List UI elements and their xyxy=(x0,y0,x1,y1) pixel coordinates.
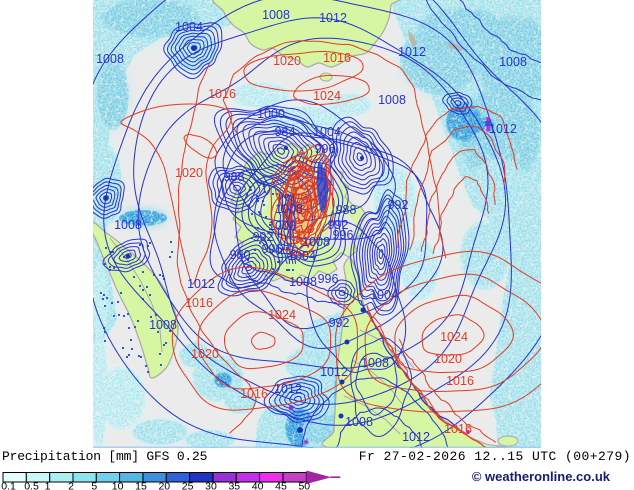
svg-text:996: 996 xyxy=(315,142,336,156)
svg-text:996: 996 xyxy=(318,272,339,286)
svg-text:50: 50 xyxy=(298,481,310,490)
svg-text:1012: 1012 xyxy=(402,430,430,444)
svg-text:1024: 1024 xyxy=(313,89,341,103)
svg-text:1020: 1020 xyxy=(434,352,462,366)
svg-text:25: 25 xyxy=(182,481,194,490)
svg-text:992: 992 xyxy=(253,230,274,244)
svg-text:996: 996 xyxy=(262,242,283,256)
svg-text:1004: 1004 xyxy=(175,20,203,34)
svg-text:1000: 1000 xyxy=(268,219,296,233)
svg-text:1020: 1020 xyxy=(191,347,219,361)
svg-text:1008: 1008 xyxy=(275,202,303,216)
svg-text:1008: 1008 xyxy=(378,93,406,107)
svg-text:2: 2 xyxy=(68,481,74,490)
svg-text:1004: 1004 xyxy=(288,249,316,263)
svg-text:40: 40 xyxy=(252,481,264,490)
svg-text:1008: 1008 xyxy=(114,218,142,232)
svg-text:980: 980 xyxy=(230,248,251,262)
svg-text:0.1: 0.1 xyxy=(1,481,16,490)
svg-text:10: 10 xyxy=(296,227,310,241)
svg-text:1: 1 xyxy=(45,481,51,490)
svg-text:1016: 1016 xyxy=(240,387,268,401)
svg-text:984: 984 xyxy=(275,125,296,139)
svg-text:1016: 1016 xyxy=(446,374,474,388)
svg-text:1020: 1020 xyxy=(273,54,301,68)
svg-text:10: 10 xyxy=(112,481,124,490)
svg-text:0.5: 0.5 xyxy=(24,481,39,490)
svg-text:Precipitation [mm] GFS 0.25: Precipitation [mm] GFS 0.25 xyxy=(2,449,207,464)
svg-text:1008: 1008 xyxy=(149,318,177,332)
svg-text:1016: 1016 xyxy=(208,87,236,101)
svg-text:© weatheronline.co.uk: © weatheronline.co.uk xyxy=(472,469,611,484)
svg-text:1016: 1016 xyxy=(323,51,351,65)
svg-text:1016: 1016 xyxy=(444,422,472,436)
svg-text:Fr 27-02-2026 12..15 UTC (00+2: Fr 27-02-2026 12..15 UTC (00+279) xyxy=(359,449,631,464)
svg-text:1012: 1012 xyxy=(320,365,348,379)
svg-text:1008: 1008 xyxy=(262,8,290,22)
svg-text:1012: 1012 xyxy=(187,277,215,291)
svg-text:1004: 1004 xyxy=(313,125,341,139)
svg-text:1008: 1008 xyxy=(361,356,389,370)
svg-text:1008: 1008 xyxy=(289,275,317,289)
svg-text:992: 992 xyxy=(328,218,349,232)
svg-text:5: 5 xyxy=(91,481,97,490)
svg-text:45: 45 xyxy=(275,481,287,490)
svg-text:1016: 1016 xyxy=(185,296,213,310)
svg-text:1012: 1012 xyxy=(274,382,302,396)
svg-text:988: 988 xyxy=(336,203,357,217)
svg-text:1024: 1024 xyxy=(268,308,296,322)
svg-text:15: 15 xyxy=(135,481,147,490)
svg-text:1012: 1012 xyxy=(489,122,517,136)
svg-text:1008: 1008 xyxy=(302,235,330,249)
svg-text:1024: 1024 xyxy=(440,330,468,344)
svg-text:30: 30 xyxy=(205,481,217,490)
svg-text:1008: 1008 xyxy=(345,415,373,429)
svg-text:20: 20 xyxy=(158,481,170,490)
svg-text:1008: 1008 xyxy=(96,52,124,66)
svg-text:996: 996 xyxy=(333,228,354,242)
svg-text:992: 992 xyxy=(329,316,350,330)
svg-text:1008: 1008 xyxy=(499,55,527,69)
svg-text:1012: 1012 xyxy=(398,45,426,59)
svg-text:1012: 1012 xyxy=(319,11,347,25)
svg-text:988: 988 xyxy=(224,170,245,184)
svg-text:1004: 1004 xyxy=(370,288,398,302)
svg-text:992: 992 xyxy=(388,198,409,212)
svg-text:1020: 1020 xyxy=(175,166,203,180)
svg-text:1000: 1000 xyxy=(257,107,285,121)
svg-text:35: 35 xyxy=(228,481,240,490)
